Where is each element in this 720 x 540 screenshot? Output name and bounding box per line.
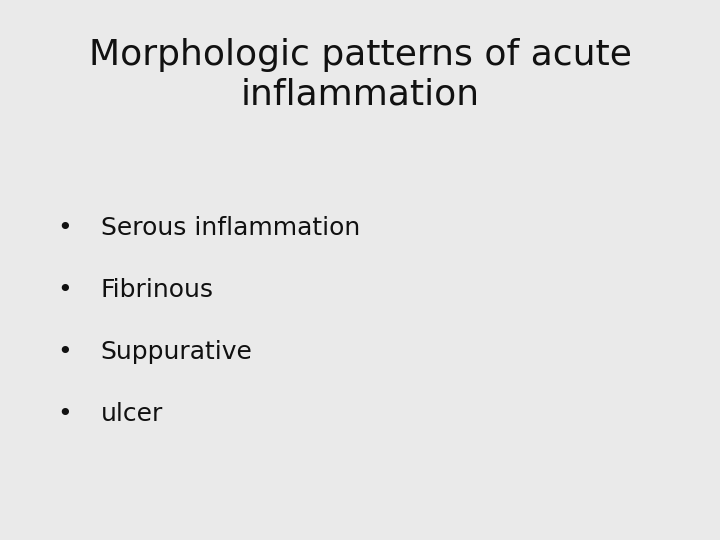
Text: Suppurative: Suppurative xyxy=(101,340,253,364)
Text: •: • xyxy=(58,402,72,426)
Text: •: • xyxy=(58,216,72,240)
Text: Morphologic patterns of acute
inflammation: Morphologic patterns of acute inflammati… xyxy=(89,38,631,111)
Text: Serous inflammation: Serous inflammation xyxy=(101,216,360,240)
Text: Fibrinous: Fibrinous xyxy=(101,278,214,302)
Text: •: • xyxy=(58,340,72,364)
Text: ulcer: ulcer xyxy=(101,402,163,426)
Text: •: • xyxy=(58,278,72,302)
